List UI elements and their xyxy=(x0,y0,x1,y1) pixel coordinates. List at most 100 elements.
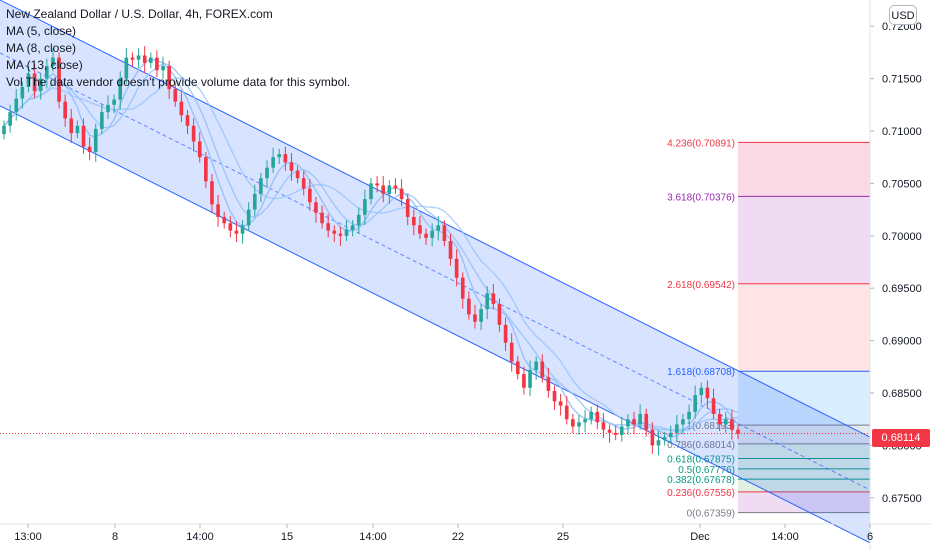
candle-body[interactable] xyxy=(699,387,704,396)
candle-body[interactable] xyxy=(106,104,110,113)
candle-body[interactable] xyxy=(234,230,239,234)
candle-body[interactable] xyxy=(607,429,612,433)
candle-body[interactable] xyxy=(38,78,43,92)
candle-body[interactable] xyxy=(155,57,159,71)
candle-body[interactable] xyxy=(497,303,502,325)
candle-body[interactable] xyxy=(668,432,673,438)
candle-body[interactable] xyxy=(167,66,171,90)
candle-body[interactable] xyxy=(57,57,61,102)
candle-body[interactable] xyxy=(540,361,545,378)
candle-body[interactable] xyxy=(723,419,728,425)
candle-body[interactable] xyxy=(528,369,532,388)
candle-body[interactable] xyxy=(491,293,496,304)
candle-body[interactable] xyxy=(460,277,465,299)
candle-body[interactable] xyxy=(534,361,538,370)
candle-body[interactable] xyxy=(558,401,563,406)
candle-body[interactable] xyxy=(191,125,196,142)
ma5-label[interactable]: MA (5, close) xyxy=(6,24,77,38)
candle-body[interactable] xyxy=(338,233,343,236)
candle-body[interactable] xyxy=(675,424,679,433)
candle-body[interactable] xyxy=(112,99,116,105)
candle-body[interactable] xyxy=(295,170,300,179)
candle-body[interactable] xyxy=(705,387,710,399)
candle-body[interactable] xyxy=(650,429,655,446)
candle-body[interactable] xyxy=(479,309,483,322)
candle-body[interactable] xyxy=(173,89,178,102)
candle-body[interactable] xyxy=(124,57,129,79)
candle-body[interactable] xyxy=(619,426,624,435)
candle-body[interactable] xyxy=(595,411,600,423)
candle-body[interactable] xyxy=(430,230,434,238)
candle-body[interactable] xyxy=(118,78,123,100)
candle-body[interactable] xyxy=(381,185,386,194)
ma13-line[interactable] xyxy=(3,77,739,431)
candle-body[interactable] xyxy=(662,437,667,441)
candle-body[interactable] xyxy=(51,57,55,67)
candle-body[interactable] xyxy=(148,57,153,63)
candle-body[interactable] xyxy=(387,185,392,194)
candle-body[interactable] xyxy=(100,112,104,129)
candle-body[interactable] xyxy=(63,101,67,119)
candle-body[interactable] xyxy=(509,342,514,362)
ma13-label[interactable]: MA (13, close) xyxy=(6,58,83,72)
candle-body[interactable] xyxy=(75,125,80,134)
candle-body[interactable] xyxy=(473,314,477,322)
candle-body[interactable] xyxy=(161,66,165,71)
candle-body[interactable] xyxy=(448,241,453,259)
candle-body[interactable] xyxy=(503,324,508,343)
ma8-label[interactable]: MA (8, close) xyxy=(6,41,77,55)
candle-body[interactable] xyxy=(265,167,269,179)
candle-body[interactable] xyxy=(20,86,25,99)
candle-body[interactable] xyxy=(26,73,31,87)
candle-body[interactable] xyxy=(350,225,355,230)
candle-body[interactable] xyxy=(210,181,214,205)
candle-body[interactable] xyxy=(656,440,661,446)
candle-body[interactable] xyxy=(411,216,416,226)
currency-button[interactable]: USD xyxy=(889,5,917,25)
candle-body[interactable] xyxy=(363,199,367,215)
candle-body[interactable] xyxy=(687,411,691,420)
candle-body[interactable] xyxy=(32,73,37,92)
candle-body[interactable] xyxy=(81,125,86,147)
candle-body[interactable] xyxy=(308,188,312,203)
candle-body[interactable] xyxy=(730,419,734,430)
candle-body[interactable] xyxy=(14,98,19,113)
candle-body[interactable] xyxy=(467,298,471,315)
candle-body[interactable] xyxy=(485,293,490,310)
ma8-line[interactable] xyxy=(3,62,739,432)
candle-body[interactable] xyxy=(136,55,141,60)
candle-body[interactable] xyxy=(301,178,306,189)
candle-body[interactable] xyxy=(369,183,373,200)
candle-body[interactable] xyxy=(197,141,202,158)
candle-body[interactable] xyxy=(332,230,337,234)
candle-body[interactable] xyxy=(399,188,404,200)
candle-body[interactable] xyxy=(515,361,520,375)
candle-body[interactable] xyxy=(179,101,184,116)
candle-body[interactable] xyxy=(326,223,331,231)
candle-body[interactable] xyxy=(442,225,447,242)
candle-body[interactable] xyxy=(185,115,190,126)
candle-body[interactable] xyxy=(577,422,581,427)
candle-body[interactable] xyxy=(8,112,12,126)
volume-label[interactable]: Vol The data vendor doesn't provide volu… xyxy=(6,75,351,89)
symbol-title[interactable]: New Zealand Dollar / U.S. Dollar, 4h, FO… xyxy=(6,7,273,21)
candle-body[interactable] xyxy=(583,419,587,423)
candle-body[interactable] xyxy=(204,157,208,182)
candle-body[interactable] xyxy=(436,225,441,231)
candle-body[interactable] xyxy=(522,374,526,388)
candle-body[interactable] xyxy=(736,429,740,434)
candle-body[interactable] xyxy=(418,225,422,234)
candle-body[interactable] xyxy=(142,55,147,63)
candle-body[interactable] xyxy=(454,258,459,278)
candle-body[interactable] xyxy=(44,66,49,79)
candle-body[interactable] xyxy=(222,216,227,224)
candle-body[interactable] xyxy=(259,178,263,194)
candle-body[interactable] xyxy=(320,212,324,224)
candle-body[interactable] xyxy=(632,419,636,425)
candle-body[interactable] xyxy=(130,57,135,60)
channel-lower-line[interactable] xyxy=(0,105,871,544)
candle-body[interactable] xyxy=(424,233,428,238)
candle-body[interactable] xyxy=(393,185,398,189)
candle-body[interactable] xyxy=(601,422,606,430)
